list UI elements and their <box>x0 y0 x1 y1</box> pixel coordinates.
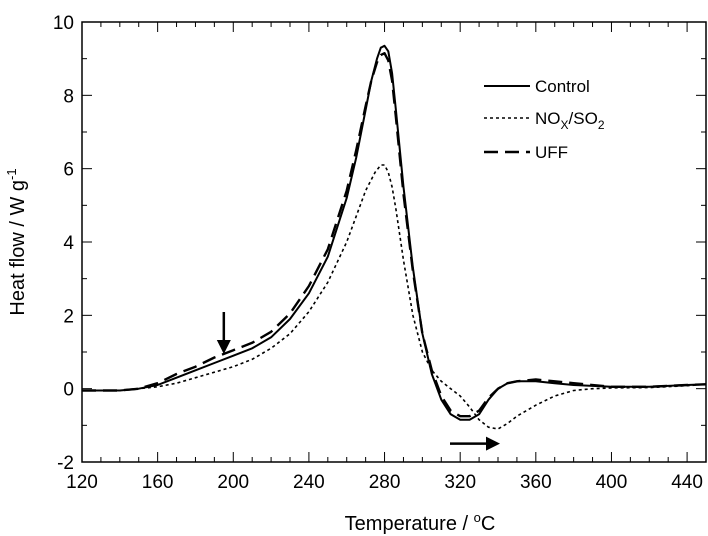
y-tick-label: 0 <box>63 380 74 401</box>
axis-ticks: 120 160 200 240 280 320 360 400 440 -2 0 2 4 6 8 10 <box>53 13 707 493</box>
annotation-layer <box>216 312 500 451</box>
annotation-arrow-head-down <box>216 340 231 354</box>
y-tick-label: 2 <box>63 306 74 327</box>
x-axis-title: Temperature / oC <box>345 510 496 535</box>
legend-label-control: Control <box>535 77 590 96</box>
annotation-arrow-head-right <box>486 436 500 451</box>
y-tick-label: 8 <box>63 86 74 107</box>
x-tick-label: 400 <box>596 472 628 493</box>
x-tick-label: 200 <box>217 472 249 493</box>
y-axis-title: Heat flow / W g-1 <box>4 168 29 315</box>
legend-label-noxso2: NOX/SO2 <box>535 109 605 132</box>
series-line-uff <box>82 52 707 418</box>
y-tick-label: 4 <box>63 233 74 254</box>
x-tick-label: 440 <box>671 472 703 493</box>
y-tick-label: -2 <box>57 453 74 474</box>
series-line-noxso2 <box>82 164 707 430</box>
x-tick-label: 280 <box>369 472 401 493</box>
x-tick-label: 320 <box>444 472 476 493</box>
y-tick-label: 10 <box>53 13 74 34</box>
x-tick-label: 120 <box>66 472 98 493</box>
x-tick-label: 160 <box>142 472 174 493</box>
y-tick-label: 6 <box>63 160 74 181</box>
series-layer <box>82 44 707 430</box>
x-tick-label: 360 <box>520 472 552 493</box>
x-tick-label: 240 <box>293 472 325 493</box>
legend-label-uff: UFF <box>535 143 568 162</box>
legend: Control NOX/SO2 UFF <box>484 77 605 162</box>
